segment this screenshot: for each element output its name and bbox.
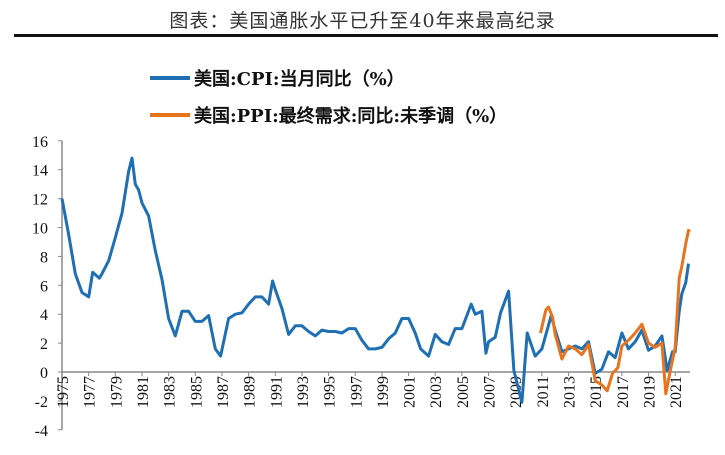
x-tick-label: 1997	[348, 376, 365, 408]
legend-swatch-cpi	[150, 76, 190, 80]
x-tick-label: 1989	[242, 376, 259, 408]
legend-swatch-ppi	[150, 113, 190, 117]
x-tick-label: 2017	[615, 376, 632, 408]
y-tick-label: 2	[40, 336, 48, 353]
x-tick-label: 1977	[82, 376, 99, 408]
x-tick-label: 1993	[295, 376, 312, 408]
y-tick-label: 16	[32, 134, 48, 151]
y-tick-label: 0	[40, 365, 48, 382]
y-tick-label: 4	[40, 307, 48, 324]
x-tick-label: 1995	[322, 376, 339, 408]
legend-label-ppi: 美国:PPI:最终需求:同比:未季调（%）	[194, 106, 508, 127]
legend-item-cpi: 美国:CPI:当月同比（%）	[150, 65, 405, 91]
x-tick-label: 2021	[668, 376, 685, 408]
x-tick-label: 1975	[55, 376, 72, 408]
x-tick-label: 1985	[188, 376, 205, 408]
y-tick-label: 6	[40, 278, 48, 295]
legend-label-cpi: 美国:CPI:当月同比（%）	[194, 69, 405, 90]
chart-title: 图表：美国通胀水平已升至40年来最高纪录	[169, 10, 556, 32]
title-divider	[14, 34, 718, 37]
x-tick-label: 1983	[162, 376, 179, 408]
y-tick-label: -4	[35, 423, 48, 440]
y-tick-label: 12	[32, 192, 48, 209]
x-tick-label: 2011	[535, 376, 552, 407]
x-tick-label: 2013	[562, 376, 579, 408]
ppi-series-line	[539, 228, 691, 396]
x-tick-label: 2001	[402, 376, 419, 408]
y-tick-label: 10	[32, 221, 48, 238]
x-tick-label: 1999	[375, 376, 392, 408]
x-tick-label: 1987	[215, 376, 232, 408]
y-tick-label: 8	[40, 249, 48, 266]
x-tick-label: 1981	[135, 376, 152, 408]
y-tick-label: -2	[35, 394, 48, 411]
x-tick-label: 2005	[455, 376, 472, 408]
x-tick-label: 1991	[268, 376, 285, 408]
cpi-series-line	[60, 156, 690, 404]
y-tick-label: 14	[32, 163, 48, 180]
x-tick-label: 1979	[108, 376, 125, 408]
x-tick-label: 2007	[482, 376, 499, 408]
x-tick-label: 2019	[642, 376, 659, 408]
legend-item-ppi: 美国:PPI:最终需求:同比:未季调（%）	[150, 102, 507, 128]
x-tick-label: 2003	[428, 376, 445, 408]
